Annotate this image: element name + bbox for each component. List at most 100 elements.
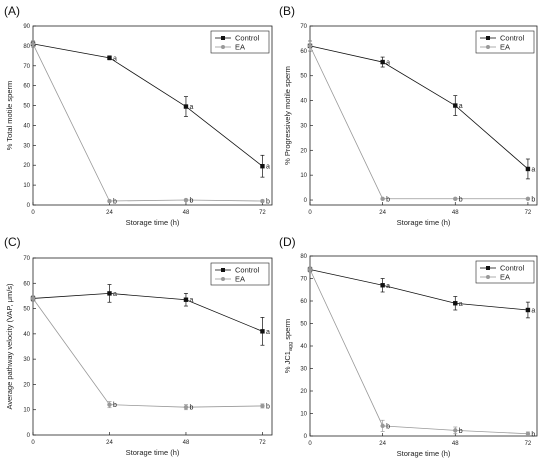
plot-frame <box>32 25 273 206</box>
significance-label: b <box>113 402 117 409</box>
x-tick-label: 72 <box>259 440 266 446</box>
y-tick-label: 70 <box>300 24 307 30</box>
significance-label: a <box>113 55 117 62</box>
y-tick-label: 20 <box>300 148 307 154</box>
y-tick-label: 60 <box>300 299 307 305</box>
y-tick-label: 10 <box>23 183 30 189</box>
y-tick-label: 60 <box>23 84 30 90</box>
x-axis-title: Storage time (h) <box>126 448 180 457</box>
legend-label: EA <box>500 43 510 52</box>
data-point-circle <box>453 428 458 433</box>
significance-label: a <box>189 104 193 111</box>
data-point-circle <box>183 404 189 410</box>
y-tick-label: 10 <box>23 408 30 414</box>
legend-box <box>475 260 535 284</box>
x-tick-label: 48 <box>452 210 459 216</box>
data-point-circle <box>380 423 385 429</box>
panel-label: (A) <box>4 4 20 18</box>
x-tick-label: 72 <box>525 210 532 216</box>
series-line-0 <box>32 292 263 332</box>
y-axis-title: Average pathway velocity (VAP, μm/s) <box>5 283 14 410</box>
y-tick-label: 70 <box>300 277 307 283</box>
y-axis-title: % Total motile sperm <box>5 81 14 150</box>
x-tick-label: 48 <box>183 440 190 446</box>
y-tick-label: 60 <box>300 49 307 55</box>
legend-label: EA <box>500 273 510 282</box>
data-point-circle <box>30 296 36 301</box>
x-tick-label: 24 <box>106 440 113 446</box>
y-tick-label: 80 <box>23 44 30 50</box>
legend-box <box>210 30 270 54</box>
y-tick-label: 40 <box>23 332 30 338</box>
panel-label: (D) <box>279 235 296 249</box>
series-line-0 <box>309 45 529 170</box>
data-point-square <box>453 103 458 108</box>
series-line-0 <box>32 43 263 167</box>
y-axis-title-suffix: sperm <box>283 319 292 342</box>
significance-label: b <box>386 423 390 430</box>
y-axis-title: % Progressively motile sperm <box>283 66 292 165</box>
y-tick-label: 10 <box>300 173 307 179</box>
legend-box <box>210 262 270 286</box>
y-tick-label: 30 <box>23 143 30 149</box>
legend-label: Control <box>500 34 525 43</box>
x-tick-label: 0 <box>308 210 312 216</box>
legend-marker-square <box>221 268 225 272</box>
x-axis-title: Storage time (h) <box>397 218 451 227</box>
y-axis-title-main: % JC1 <box>283 351 292 373</box>
x-tick-label: 72 <box>525 441 532 447</box>
x-tick-label: 48 <box>183 210 190 216</box>
legend-marker-circle <box>486 45 490 49</box>
x-tick-label: 24 <box>379 441 386 447</box>
y-tick-label: 40 <box>23 123 30 129</box>
x-tick-label: 24 <box>379 210 386 216</box>
data-point-square <box>380 59 385 65</box>
y-tick-label: 50 <box>300 74 307 80</box>
y-tick-label: 30 <box>23 357 30 363</box>
significance-label: b <box>531 431 535 438</box>
legend-marker-circle <box>221 45 225 49</box>
y-tick-label: 70 <box>23 64 30 70</box>
significance-label: b <box>113 199 117 206</box>
plot-frame <box>32 257 273 436</box>
data-point-circle <box>307 43 313 49</box>
legend-label: Control <box>500 264 525 273</box>
legend-marker-square <box>486 266 490 270</box>
x-axis-title: Storage time (h) <box>397 449 451 458</box>
x-tick-label: 72 <box>259 210 266 216</box>
legend-marker-circle <box>221 277 225 281</box>
y-tick-label: 40 <box>300 99 307 105</box>
data-point-square <box>107 291 112 296</box>
chart-panel-2: (C) 0 10 20 30 40 50 60 70 0 24 48 72 Storage time (h… <box>4 235 273 457</box>
significance-label: a <box>386 283 390 290</box>
y-axis-title-subscript: agg <box>288 342 294 351</box>
y-tick-label: 30 <box>300 367 307 373</box>
y-tick-label: 50 <box>23 307 30 313</box>
data-point-circle <box>260 403 265 409</box>
data-point-square <box>260 164 265 169</box>
x-tick-label: 0 <box>31 440 35 446</box>
data-point-circle <box>260 198 265 204</box>
y-tick-label: 80 <box>300 254 307 260</box>
y-tick-label: 10 <box>300 412 307 418</box>
legend-label: Control <box>235 34 260 43</box>
data-point-square <box>525 307 531 313</box>
significance-label: a <box>266 329 270 336</box>
data-point-circle <box>453 196 458 201</box>
data-point-square <box>380 283 385 288</box>
chart-panel-1: (B) 0 10 20 30 40 50 60 70 0 24 48 72 Storage time (h… <box>279 4 538 227</box>
series-line-1 <box>32 43 263 202</box>
legend-marker-circle <box>486 275 490 279</box>
y-tick-label: 30 <box>300 123 307 129</box>
data-point-circle <box>30 41 36 47</box>
legend-marker-square <box>486 36 490 40</box>
data-point-square <box>260 329 265 334</box>
data-point-square <box>525 166 531 172</box>
data-point-circle <box>525 431 531 436</box>
significance-label: b <box>266 403 270 410</box>
